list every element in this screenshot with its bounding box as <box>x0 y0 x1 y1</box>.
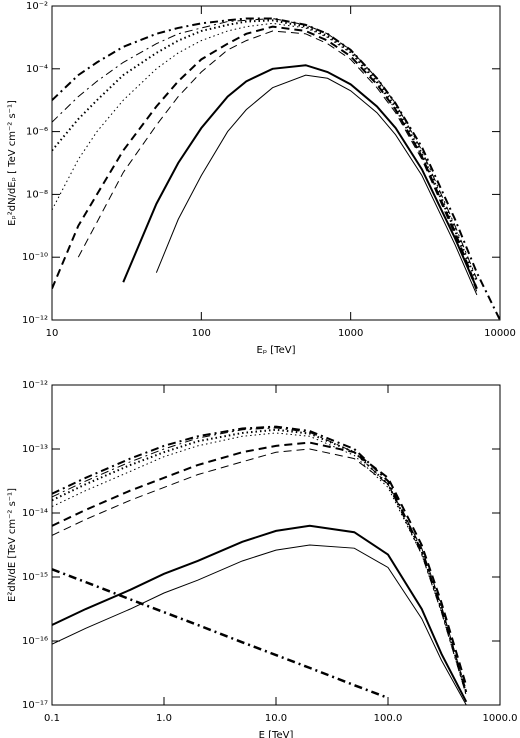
y-tick-label: 10⁻¹⁶ <box>22 636 48 647</box>
y-tick-label: 10⁻¹⁵ <box>22 572 48 583</box>
data-line <box>52 568 389 700</box>
y-axis-label: E²dN/dE [TeV cm⁻² s⁻¹] <box>7 488 18 602</box>
y-tick-label: 10⁻¹² <box>22 315 48 326</box>
data-line <box>52 544 467 705</box>
x-tick-label: 1000 <box>338 328 363 339</box>
x-tick-label: 0.1 <box>44 713 60 724</box>
y-tick-label: 10⁻¹⁷ <box>22 700 48 711</box>
y-tick-label: 10⁻⁸ <box>26 189 48 200</box>
x-tick-label: 100 <box>192 328 211 339</box>
data-line <box>52 19 478 283</box>
y-tick-label: 10⁻¹² <box>22 380 48 391</box>
data-line <box>52 17 478 280</box>
x-tick-label: 10 <box>46 328 59 339</box>
x-tick-label: 1000.0 <box>483 713 518 724</box>
y-tick-label: 10⁻¹⁰ <box>22 252 48 263</box>
data-line <box>52 425 468 693</box>
x-tick-label: 1.0 <box>156 713 172 724</box>
x-tick-label: 10.0 <box>265 713 287 724</box>
data-line <box>52 17 500 320</box>
data-line <box>52 428 468 693</box>
data-line <box>155 74 478 296</box>
y-axis-label: Eₚ²dN/dEₚ [ TeV cm⁻² s⁻¹] <box>7 100 18 226</box>
data-line <box>52 441 468 687</box>
y-tick-label: 10⁻² <box>26 1 48 12</box>
data-line <box>52 427 467 696</box>
y-tick-label: 10⁻⁶ <box>26 127 48 138</box>
plot-frame <box>51 5 501 321</box>
data-line <box>52 448 467 693</box>
x-axis-label: E [TeV] <box>259 730 294 738</box>
data-line <box>77 30 478 292</box>
data-line <box>52 524 468 703</box>
y-tick-label: 10⁻¹³ <box>22 444 48 455</box>
data-line <box>52 25 478 289</box>
data-line <box>122 64 478 289</box>
y-tick-label: 10⁻¹⁴ <box>22 508 48 519</box>
y-tick-label: 10⁻⁴ <box>26 64 48 75</box>
x-tick-label: 10000 <box>484 328 516 339</box>
x-axis-label: Eₚ [TeV] <box>257 345 296 356</box>
plot-frame <box>51 384 501 706</box>
data-line <box>52 432 467 696</box>
x-tick-label: 100.0 <box>374 713 403 724</box>
